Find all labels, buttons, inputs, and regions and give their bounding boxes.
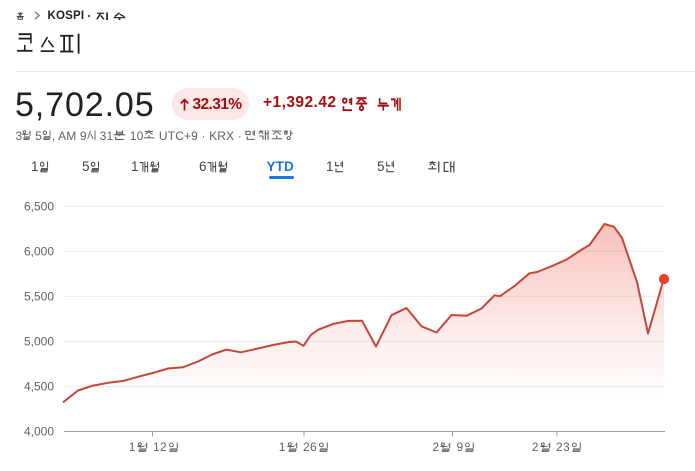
svg-text:4,000: 4,000 <box>24 425 54 439</box>
svg-text:5,000: 5,000 <box>24 335 54 349</box>
svg-text:6,500: 6,500 <box>24 200 54 214</box>
svg-text:4,500: 4,500 <box>24 380 54 394</box>
svg-text:5,500: 5,500 <box>24 290 54 304</box>
svg-text:6,000: 6,000 <box>24 245 54 259</box>
